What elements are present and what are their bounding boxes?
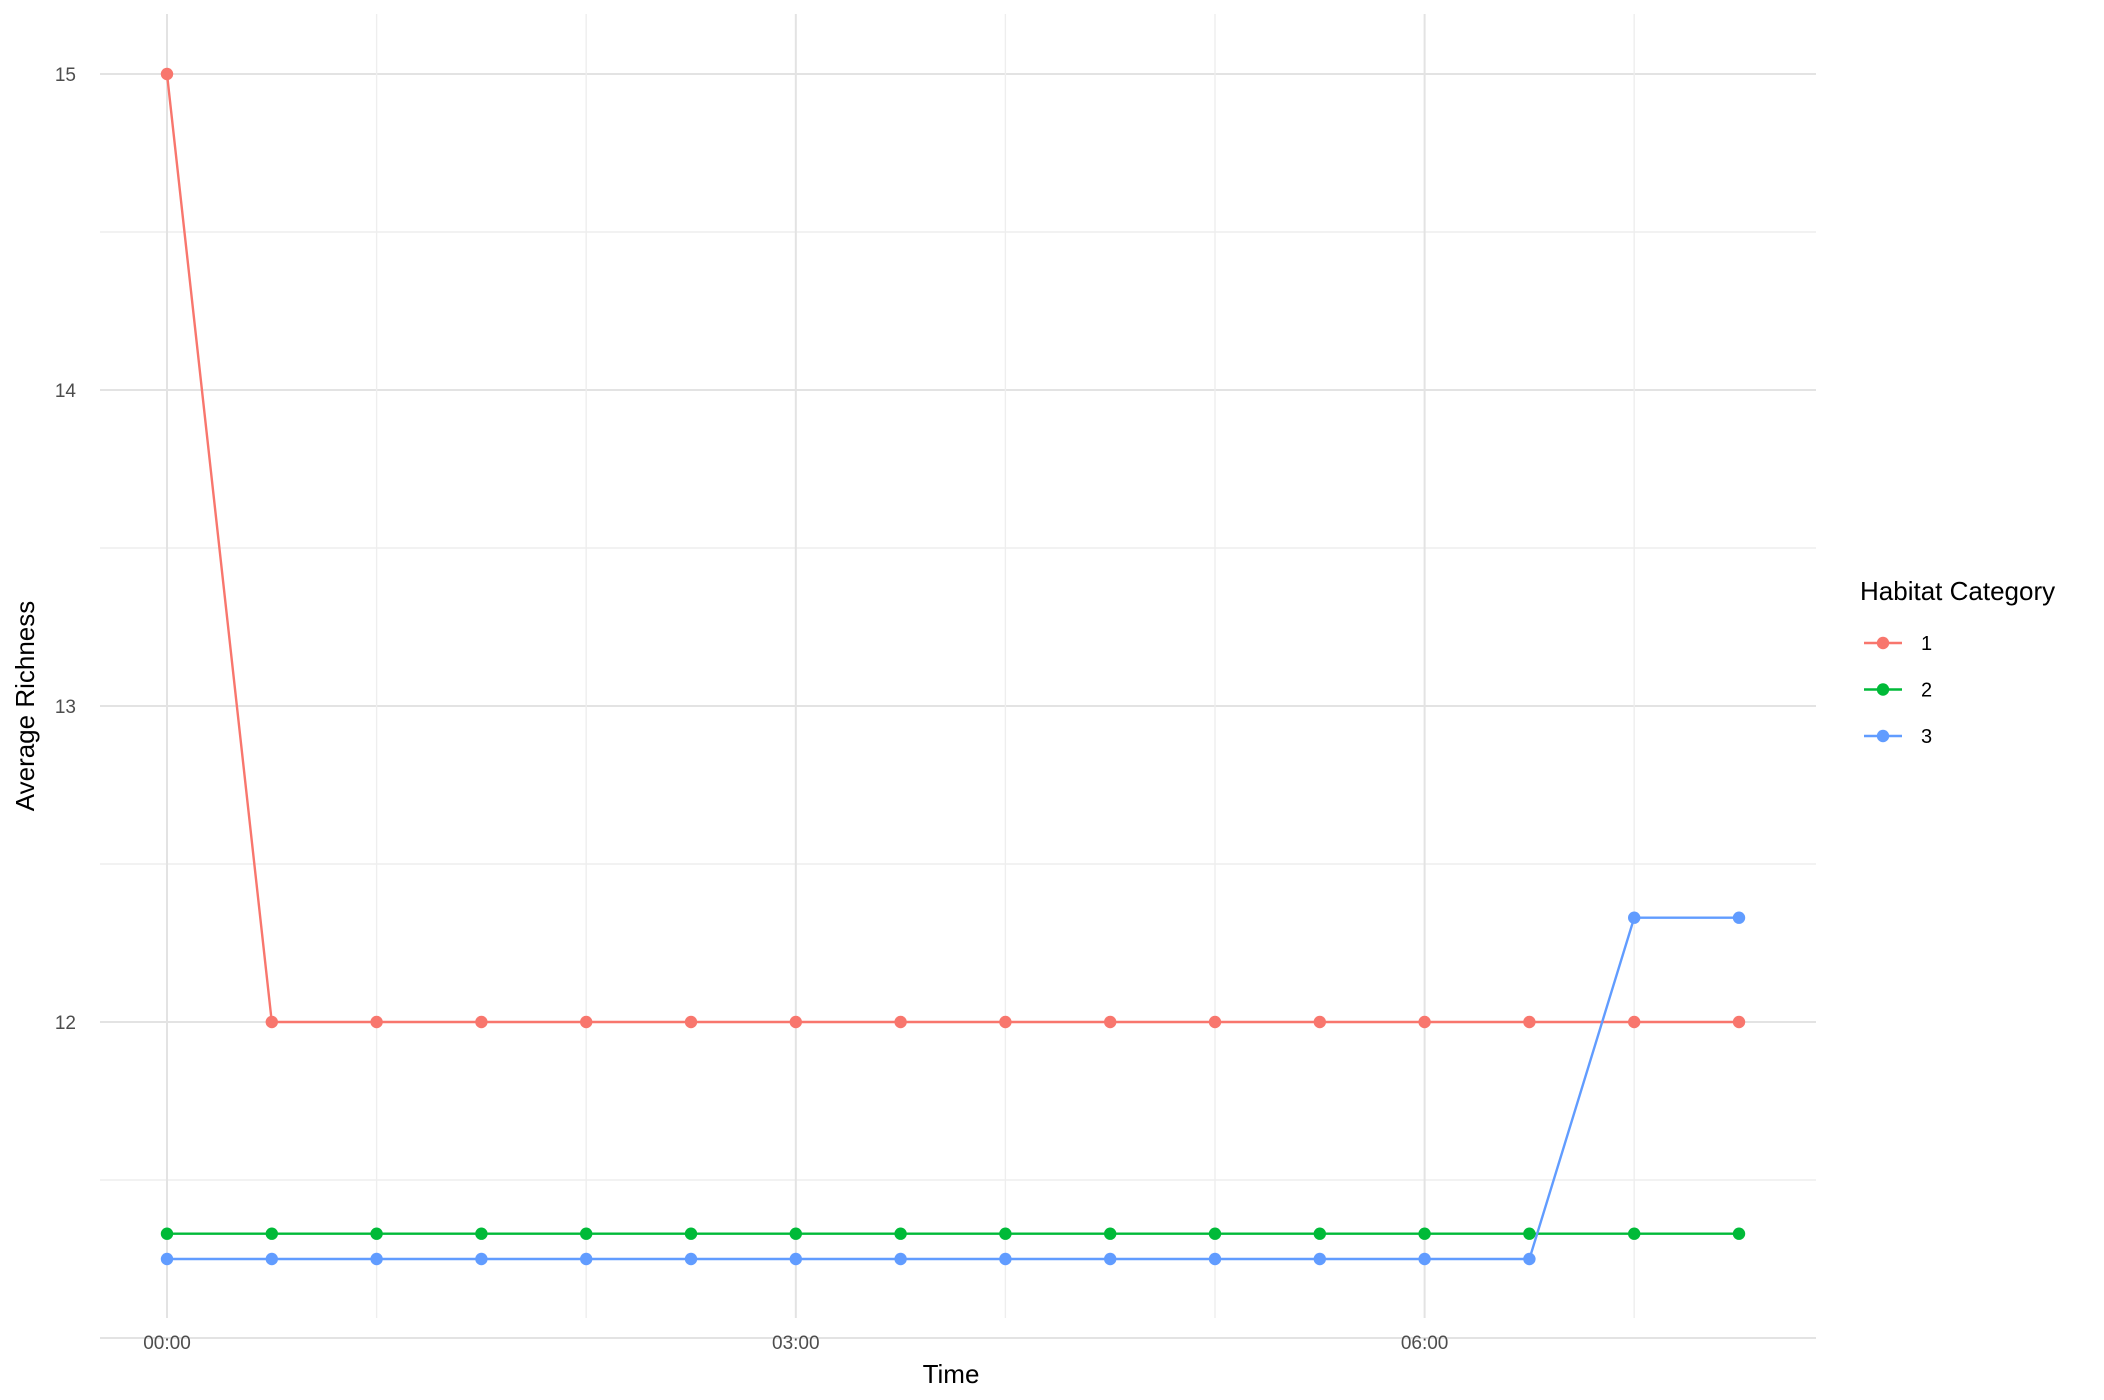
- data-point: [370, 1252, 383, 1266]
- data-point: [894, 1227, 907, 1240]
- data-point: [160, 67, 174, 81]
- data-point: [1208, 1227, 1222, 1240]
- data-point: [580, 1015, 593, 1029]
- series-line: [165, 73, 1739, 1024]
- data-point: [684, 1252, 698, 1266]
- data-point: [894, 1252, 907, 1266]
- y-tick-label: 14: [55, 381, 77, 402]
- legend-key-point: [1876, 683, 1890, 696]
- data-point: [999, 1015, 1012, 1029]
- data-point: [580, 1227, 593, 1240]
- legend-item-3: 3: [1864, 726, 1932, 748]
- data-point: [789, 1015, 802, 1029]
- legend-item-1: 1: [1864, 633, 1932, 655]
- data-point: [1732, 1015, 1746, 1029]
- data-point: [1418, 1227, 1431, 1240]
- data-point: [999, 1227, 1012, 1240]
- data-point: [475, 1252, 488, 1266]
- series-layer: [160, 67, 1746, 1266]
- data-point: [1732, 1227, 1746, 1240]
- data-point: [475, 1015, 488, 1029]
- data-point: [1523, 1227, 1536, 1240]
- legend-key-point: [1876, 636, 1890, 650]
- data-point: [684, 1015, 698, 1029]
- data-point: [1523, 1252, 1536, 1266]
- data-point: [789, 1227, 802, 1240]
- legend-key-point: [1876, 729, 1890, 743]
- legend-title: Habitat Category: [1860, 576, 2055, 606]
- data-point: [265, 1015, 278, 1029]
- data-point: [160, 1227, 174, 1240]
- legend-item-2: 2: [1864, 680, 1932, 702]
- data-point: [265, 1227, 278, 1240]
- x-axis-ticks: 00:00 03:00 06:00: [143, 1333, 1448, 1354]
- data-point: [265, 1252, 278, 1266]
- legend: Habitat Category 1 2 3: [1860, 576, 2055, 748]
- data-point: [1732, 911, 1746, 924]
- data-point: [684, 1227, 698, 1240]
- x-tick-label: 00:00: [143, 1333, 191, 1354]
- data-point: [1628, 911, 1641, 924]
- data-point: [160, 1252, 174, 1266]
- data-point: [1313, 1015, 1327, 1029]
- series-line: [167, 916, 1739, 1261]
- data-point: [999, 1252, 1012, 1266]
- data-point: [1418, 1252, 1431, 1266]
- series-3: [160, 911, 1746, 1266]
- data-point: [1628, 1015, 1641, 1029]
- data-point: [475, 1227, 488, 1240]
- data-point: [1104, 1015, 1117, 1029]
- data-point: [1418, 1015, 1431, 1029]
- y-tick-label: 12: [55, 1013, 76, 1034]
- series-2: [160, 1227, 1746, 1240]
- data-point: [1313, 1227, 1327, 1240]
- y-axis-title: Average Richness: [10, 601, 40, 812]
- legend-label: 1: [1921, 633, 1932, 655]
- x-axis-title: Time: [923, 1359, 980, 1389]
- data-point: [1628, 1227, 1641, 1240]
- data-point: [370, 1015, 383, 1029]
- data-point: [1104, 1227, 1117, 1240]
- series-1: [160, 67, 1746, 1029]
- x-tick-label: 06:00: [1401, 1333, 1449, 1354]
- y-axis-ticks: 12 13 14 15: [55, 65, 77, 1034]
- data-point: [1523, 1015, 1536, 1029]
- data-point: [1208, 1015, 1222, 1029]
- data-point: [1208, 1252, 1222, 1266]
- x-tick-label: 03:00: [772, 1333, 820, 1354]
- data-point: [789, 1252, 802, 1266]
- legend-label: 2: [1921, 680, 1932, 702]
- data-point: [370, 1227, 383, 1240]
- y-tick-label: 13: [55, 697, 76, 718]
- grid: [100, 14, 1816, 1339]
- data-point: [894, 1015, 907, 1029]
- data-point: [1313, 1252, 1327, 1266]
- data-point: [1104, 1252, 1117, 1266]
- y-tick-label: 15: [55, 65, 76, 86]
- data-point: [580, 1252, 593, 1266]
- legend-label: 3: [1921, 726, 1932, 748]
